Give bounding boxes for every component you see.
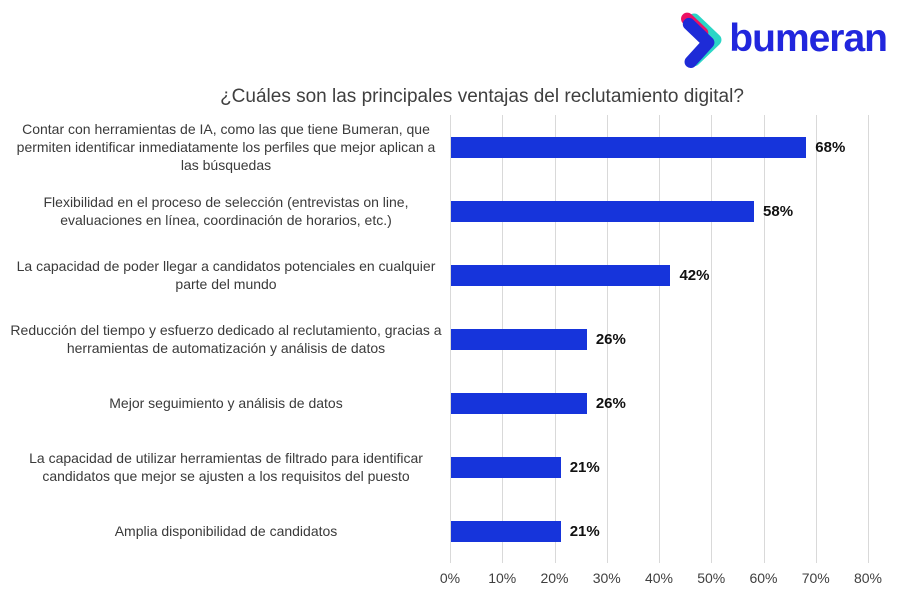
category-label: Flexibilidad en el proceso de selección … [43, 193, 409, 228]
gridline [815, 115, 817, 563]
bar [451, 328, 587, 350]
x-axis-tick-label: 0% [439, 570, 461, 586]
gridline [868, 115, 869, 563]
bumeran-boomerang-icon [680, 10, 726, 73]
bar [451, 136, 807, 158]
x-axis-tick-label: 60% [749, 570, 778, 586]
bar-value-label: 58% [763, 202, 794, 220]
x-axis-tick-label: 30% [592, 570, 621, 586]
bar [451, 200, 755, 222]
x-axis-tick-label: 70% [801, 570, 830, 586]
category-label: Contar con herramientas de IA, como las … [16, 120, 436, 174]
bar-value-label: 21% [569, 522, 600, 540]
category-label: Mejor seguimiento y análisis de datos [109, 394, 343, 411]
bar-value-label: 68% [815, 138, 846, 156]
bar-value-label: 26% [595, 394, 626, 412]
bar [451, 456, 561, 478]
bar-value-label: 42% [679, 266, 710, 284]
category-label: Reducción del tiempo y esfuerzo dedicado… [10, 321, 442, 356]
category-label: La capacidad de utilizar herramientas de… [29, 449, 423, 484]
x-axis-tick-label: 80% [853, 570, 883, 586]
logo-wordmark: bumeran [729, 17, 888, 60]
gridline [606, 115, 608, 563]
gridline [450, 115, 451, 563]
gridline [763, 115, 765, 563]
x-axis-tick-label: 40% [644, 570, 674, 586]
x-axis-tick-label: 10% [488, 570, 517, 586]
chart-title: ¿Cuáles son las principales ventajas del… [220, 86, 744, 107]
category-label: La capacidad de poder llegar a candidato… [16, 257, 436, 292]
bar-value-label: 26% [595, 330, 626, 348]
logo: bumeran [680, 10, 888, 73]
x-axis-tick-label: 50% [697, 570, 726, 586]
bar [451, 264, 671, 286]
x-axis-tick-label: 20% [540, 570, 569, 586]
gridline [659, 115, 660, 563]
bar-value-label: 21% [569, 458, 600, 476]
bar [451, 520, 561, 542]
bar [451, 392, 587, 414]
gridline [711, 115, 713, 563]
category-label: Amplia disponibilidad de candidatos [114, 522, 338, 539]
